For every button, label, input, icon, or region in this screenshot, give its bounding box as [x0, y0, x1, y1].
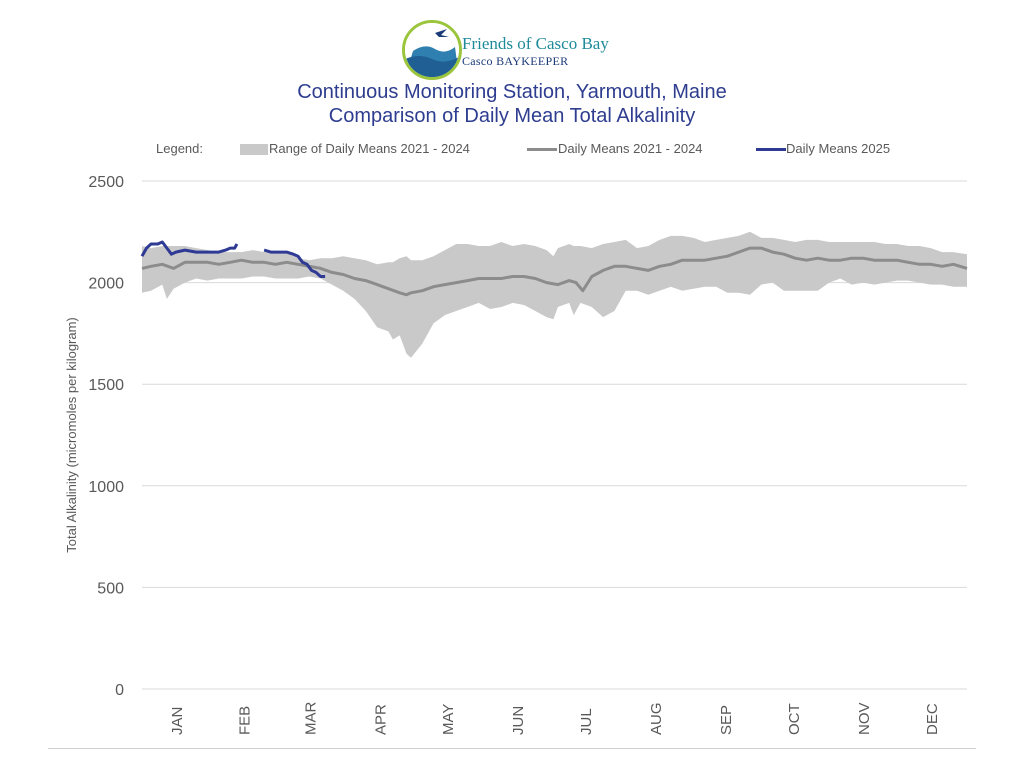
- legend-swatch-2025: [756, 148, 786, 151]
- x-tick-label-sep: SEP: [718, 705, 735, 735]
- x-tick-label-jun: JUN: [510, 706, 527, 735]
- legend-swatch-mean: [527, 148, 557, 151]
- line-2025-segment-2: [263, 248, 326, 278]
- chart-title-line-1: Continuous Monitoring Station, Yarmouth,…: [297, 81, 727, 103]
- line-2025: [140, 240, 326, 278]
- x-tick-label-apr: APR: [372, 704, 389, 735]
- logo-subtitle: Casco BAYKEEPER: [462, 54, 569, 68]
- y-tick-label: 1000: [88, 479, 124, 496]
- x-tick-label-dec: DEC: [924, 703, 941, 735]
- y-tick-labels: 0 500 1000 1500 2000 2500: [88, 174, 124, 699]
- y-tick-label: 2500: [88, 174, 124, 191]
- x-tick-label-may: MAY: [440, 704, 457, 735]
- logo: Friends of Casco Bay Casco BAYKEEPER: [402, 20, 642, 80]
- x-tick-labels: JAN FEB MAR APR MAY JUN JUL AUG SEP OCT NOV DEC: [169, 702, 941, 736]
- legend: Legend: Range of Daily Means 2021 - 2024…: [0, 141, 1024, 159]
- x-tick-label-mar: MAR: [302, 702, 319, 736]
- x-tick-label-aug: AUG: [648, 702, 665, 735]
- legend-swatch-range: [240, 144, 268, 155]
- y-tick-label: 2000: [88, 276, 124, 293]
- legend-label: Legend:: [156, 141, 203, 156]
- gridlines: [142, 180, 967, 690]
- range-band: [142, 231, 967, 358]
- y-tick-label: 0: [115, 682, 124, 699]
- x-tick-label-nov: NOV: [856, 702, 873, 735]
- x-tick-label-jul: JUL: [578, 708, 595, 735]
- line-2025-segment-1: [140, 240, 239, 257]
- logo-name: Friends of Casco Bay: [462, 34, 609, 53]
- y-tick-label: 1500: [88, 377, 124, 394]
- legend-item-mean: Daily Means 2021 - 2024: [558, 141, 703, 156]
- legend-item-2025: Daily Means 2025: [786, 141, 891, 156]
- y-axis-label: Total Alkalinity (micromoles per kilogra…: [64, 317, 79, 553]
- mean-line-2021-2024: [141, 246, 968, 297]
- footer-divider: [48, 748, 976, 749]
- x-tick-label-oct: OCT: [786, 703, 803, 735]
- x-tick-label-jan: JAN: [169, 707, 186, 735]
- legend-item-range: Range of Daily Means 2021 - 2024: [269, 141, 470, 156]
- chart-title-line-2: Comparison of Daily Mean Total Alkalinit…: [328, 105, 696, 127]
- x-tick-label-feb: FEB: [237, 706, 254, 735]
- y-tick-label: 500: [97, 580, 124, 597]
- logo-emblem: [402, 20, 462, 80]
